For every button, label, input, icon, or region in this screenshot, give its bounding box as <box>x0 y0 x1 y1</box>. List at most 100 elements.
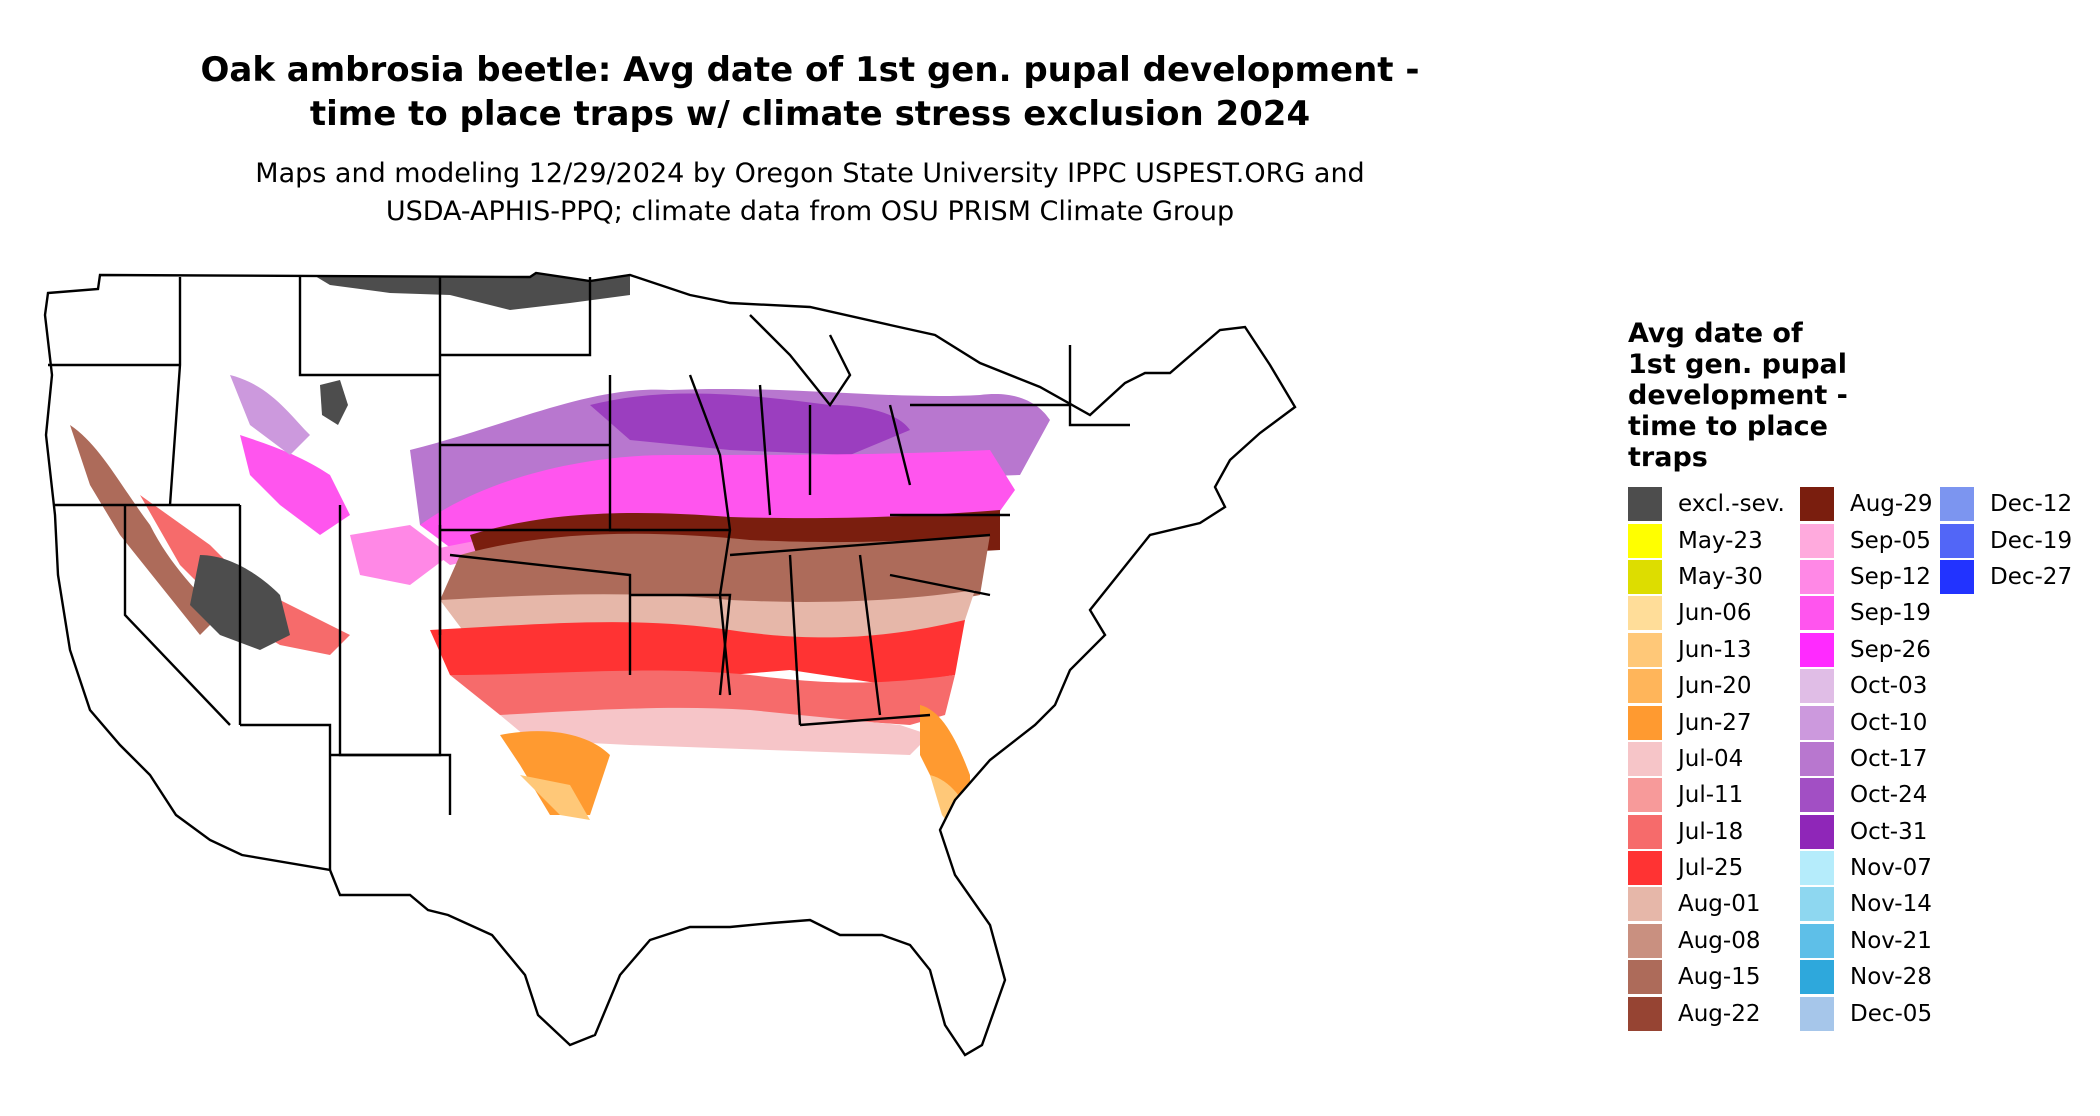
legend-label: May-23 <box>1678 527 1763 554</box>
zone-west-purple <box>230 375 310 455</box>
border-ar-la <box>630 593 732 696</box>
legend-swatch <box>1800 596 1834 631</box>
border-mt-wy <box>298 277 440 377</box>
legend-item: Aug-15 <box>1628 959 1785 995</box>
legend-item: Jul-04 <box>1628 741 1785 777</box>
legend-item: Aug-29 <box>1800 486 1932 522</box>
legend-swatch <box>1800 669 1834 704</box>
date-zones <box>70 273 1050 855</box>
legend-item: Nov-21 <box>1800 923 1932 959</box>
legend-swatch <box>1628 923 1662 958</box>
border-mo <box>608 375 730 532</box>
legend-column-2: Aug-29 Sep-05 Sep-12 Sep-19 Sep-26 Oct-0… <box>1800 486 1932 1032</box>
legend-swatch <box>1800 778 1834 813</box>
legend-swatch <box>1800 923 1834 958</box>
legend-label: Aug-08 <box>1678 927 1761 954</box>
legend-item: Jun-13 <box>1628 632 1785 668</box>
border-sc-nc <box>889 573 991 597</box>
map-title-line-1: Oak ambrosia beetle: Avg date of 1st gen… <box>200 50 1420 90</box>
legend-swatch <box>1628 669 1662 704</box>
legend-item: Dec-12 <box>1940 486 2072 522</box>
legend-title-line-2: 1st gen. pupal <box>1628 349 1848 380</box>
legend-swatch <box>1800 523 1834 558</box>
us-map <box>43 271 1297 1057</box>
legend-label: Aug-01 <box>1678 891 1761 918</box>
border-mi <box>749 314 852 408</box>
legend-label: Nov-21 <box>1850 927 1932 954</box>
legend-item: May-23 <box>1628 522 1785 558</box>
legend-label: Jun-20 <box>1678 673 1752 700</box>
legend-title-line-3: development - <box>1628 380 1848 411</box>
legend-label: Oct-03 <box>1850 673 1928 700</box>
zone-jun-tx <box>500 731 610 815</box>
legend-item: Jun-27 <box>1628 704 1785 740</box>
legend-item: Oct-24 <box>1800 777 1932 813</box>
zone-excluded-north <box>310 273 630 310</box>
legend-label: Jul-25 <box>1678 855 1744 882</box>
legend-item: Dec-05 <box>1800 995 1932 1031</box>
legend-swatch <box>1628 523 1662 558</box>
legend-item: Jul-25 <box>1628 850 1785 886</box>
border-ca-nv <box>123 505 231 726</box>
legend-swatch <box>1800 814 1834 849</box>
border-new-england <box>1068 345 1130 427</box>
border-al-ga <box>858 554 882 716</box>
legend-swatch <box>1800 960 1834 995</box>
legend-item: Jul-18 <box>1628 814 1785 850</box>
legend-item: Jun-06 <box>1628 595 1785 631</box>
legend-title-line-5: traps <box>1628 442 1708 473</box>
zone-west-magenta <box>240 435 350 535</box>
legend-column-1: excl.-sev. May-23 May-30 Jun-06 Jun-13 J… <box>1628 486 1785 1032</box>
border-il-in <box>758 384 772 516</box>
legend-item: Nov-14 <box>1800 886 1932 922</box>
legend-swatch <box>1800 559 1834 594</box>
legend-label: Sep-19 <box>1850 600 1931 627</box>
legend-item: Sep-26 <box>1800 632 1932 668</box>
map-title-line-2: time to place traps w/ climate stress ex… <box>309 94 1311 134</box>
legend-swatch <box>1628 960 1662 995</box>
legend-item: Nov-07 <box>1800 850 1932 886</box>
legend-item: Dec-19 <box>1940 522 2072 558</box>
legend-swatch <box>1940 523 1974 558</box>
legend-title-line-1: Avg date of <box>1628 318 1803 349</box>
border-ga-fl <box>799 713 931 727</box>
border-ms-al <box>788 554 802 726</box>
legend-item: Aug-22 <box>1628 995 1785 1031</box>
legend-label: Sep-26 <box>1850 636 1931 663</box>
legend-label: Dec-05 <box>1850 1000 1933 1027</box>
legend-swatch <box>1800 487 1834 522</box>
legend-label: Dec-19 <box>1990 527 2073 554</box>
legend-label: Aug-29 <box>1850 491 1933 518</box>
legend-label: Oct-10 <box>1850 709 1928 736</box>
zone-jun-tx-light <box>520 775 590 820</box>
legend-swatch <box>1628 487 1662 522</box>
border-id <box>168 277 182 506</box>
legend-swatch <box>1628 887 1662 922</box>
legend-swatch <box>1800 996 1834 1031</box>
legend-swatch <box>1628 851 1662 886</box>
legend-label: Aug-22 <box>1678 1000 1761 1027</box>
zone-west-aug <box>70 425 220 635</box>
legend-swatch <box>1628 741 1662 776</box>
legend-item: Sep-12 <box>1800 559 1932 595</box>
legend-label: Jun-06 <box>1678 600 1752 627</box>
legend-label: excl.-sev. <box>1678 491 1785 518</box>
zone-oct-dark <box>590 393 910 455</box>
legend-title-line-4: time to place <box>1628 411 1828 442</box>
legend-label: Dec-12 <box>1990 491 2073 518</box>
legend-label: Aug-15 <box>1678 964 1761 991</box>
border-mississippi <box>688 374 732 696</box>
legend-label: Jul-04 <box>1678 745 1744 772</box>
legend-swatch <box>1800 632 1834 667</box>
legend-swatch <box>1800 851 1834 886</box>
us-outline <box>43 271 1297 1057</box>
legend-title: Avg date of 1st gen. pupal development -… <box>1628 318 1928 473</box>
legend-label: Jun-27 <box>1678 709 1752 736</box>
zone-may-fl <box>955 815 980 855</box>
legend-item: excl.-sev. <box>1628 486 1785 522</box>
legend-label: Oct-31 <box>1850 818 1928 845</box>
legend-label: Oct-24 <box>1850 782 1928 809</box>
legend-item: Sep-19 <box>1800 595 1932 631</box>
legend-swatch <box>1628 778 1662 813</box>
legend-label: Jul-18 <box>1678 818 1744 845</box>
